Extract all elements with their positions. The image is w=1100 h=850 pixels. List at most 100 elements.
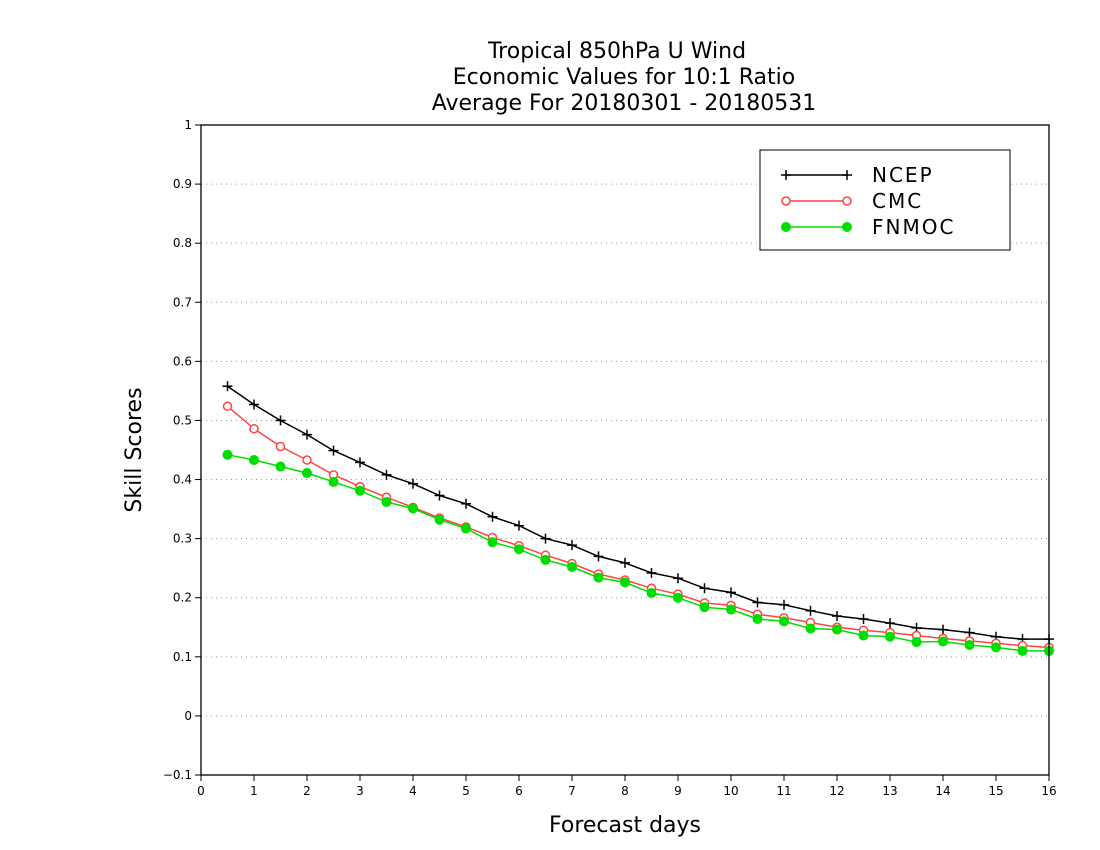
x-tick-label: 3: [356, 784, 364, 798]
x-tick-label: 4: [409, 784, 417, 798]
x-tick-label: 2: [303, 784, 311, 798]
legend-entry-fnmoc: FNMOC: [781, 215, 953, 239]
y-axis-label: Skill Scores: [122, 387, 147, 512]
legend-marker: [781, 196, 791, 206]
chart-title-line-2: Economic Values for 10:1 Ratio: [453, 65, 795, 90]
series-cmc: [222, 401, 1054, 653]
data-point-fnmoc: [275, 461, 286, 472]
legend-marker: [842, 196, 852, 206]
data-point-ncep: [408, 478, 418, 489]
data-point-fnmoc: [461, 523, 471, 534]
y-tick-label: 0.4: [173, 473, 192, 487]
x-axis-label: Forecast days: [549, 813, 701, 838]
x-axis-ticks: 0 1 2 3 4 5 6 7 8 9 10 11 12 13 14 15 16: [197, 775, 1057, 798]
data-point-fnmoc: [540, 554, 551, 565]
series-ncep: [222, 381, 1054, 645]
data-point-ncep: [964, 627, 975, 638]
legend-entry-ncep: NCEP: [781, 163, 934, 187]
data-point-fnmoc: [249, 455, 259, 466]
data-point-fnmoc: [355, 485, 365, 496]
chart-title-line-1: Tropical 850hPa U Wind: [487, 39, 746, 64]
data-point-ncep: [620, 557, 630, 568]
series-line-fnmoc: [227, 453, 1049, 652]
legend-label: NCEP: [872, 163, 934, 187]
data-point-fnmoc: [514, 544, 524, 555]
series-fnmoc: [222, 449, 1054, 656]
x-tick-label: 12: [829, 784, 844, 798]
x-tick-label: 11: [776, 784, 791, 798]
data-point-ncep: [275, 415, 286, 426]
data-point-cmc: [302, 455, 312, 465]
legend-marker: [781, 170, 791, 180]
data-point-cmc: [222, 401, 233, 412]
y-axis-ticks: −0.1 0 0.1 0.2 0.3 0.4 0.5 0.6 0.7 0.8 0.9 1: [163, 118, 201, 782]
data-point-ncep: [355, 457, 365, 468]
plot-frame: [200, 124, 1050, 776]
data-point-cmc: [249, 423, 259, 434]
data-point-fnmoc: [620, 577, 630, 588]
y-tick-label: 0.2: [173, 591, 192, 605]
legend-marker: [842, 222, 852, 232]
chart-title: Tropical 850hPa U Wind Economic Values f…: [432, 39, 817, 116]
data-point-ncep: [885, 618, 895, 629]
data-point-ncep: [805, 605, 816, 616]
data-point-ncep: [328, 445, 339, 456]
data-point-fnmoc: [964, 640, 975, 650]
data-point-ncep: [858, 614, 869, 624]
legend-entry-cmc: CMC: [781, 189, 921, 213]
y-tick-label: 0.3: [173, 532, 192, 546]
data-point-fnmoc: [911, 637, 922, 648]
data-point-ncep: [593, 551, 604, 562]
legend-marker: [842, 170, 852, 180]
x-tick-label: 13: [882, 784, 897, 798]
y-tick-label: 0.7: [173, 295, 192, 309]
data-point-fnmoc: [222, 449, 233, 460]
data-point-fnmoc: [885, 631, 895, 642]
data-point-cmc: [275, 441, 286, 452]
data-point-ncep: [726, 587, 736, 598]
data-point-fnmoc: [699, 602, 710, 613]
data-point-ncep: [567, 540, 577, 551]
x-tick-label: 9: [674, 784, 682, 798]
data-point-fnmoc: [673, 592, 683, 603]
y-tick-label: 0.1: [173, 650, 192, 664]
y-tick-label: 0.5: [173, 413, 192, 427]
legend-box: [759, 149, 1011, 251]
y-tick-label: 1: [184, 118, 192, 132]
data-point-ncep: [779, 599, 789, 610]
data-point-ncep: [249, 399, 259, 410]
data-point-ncep: [461, 498, 471, 509]
data-point-ncep: [222, 381, 233, 392]
data-point-fnmoc: [593, 572, 604, 583]
x-tick-label: 16: [1041, 784, 1056, 798]
series-line-cmc: [227, 405, 1050, 649]
x-tick-label: 8: [621, 784, 629, 798]
data-point-fnmoc: [487, 537, 498, 548]
y-tick-label: −0.1: [163, 768, 192, 782]
data-point-ncep: [381, 469, 392, 480]
data-point-fnmoc: [434, 514, 445, 525]
data-point-fnmoc: [805, 623, 816, 634]
data-point-fnmoc: [381, 497, 392, 507]
x-tick-label: 1: [250, 784, 258, 798]
data-point-fnmoc: [646, 588, 657, 598]
x-tick-label: 6: [515, 784, 523, 798]
data-point-fnmoc: [938, 636, 948, 647]
y-tick-label: 0.6: [173, 354, 192, 368]
x-tick-label: 7: [568, 784, 576, 798]
data-point-ncep: [487, 511, 498, 522]
data-point-ncep: [514, 520, 524, 531]
data-point-ncep: [434, 490, 445, 501]
chart-title-line-3: Average For 20180301 - 20180531: [432, 91, 817, 116]
x-tick-label: 0: [197, 784, 205, 798]
data-point-fnmoc: [858, 630, 869, 641]
x-tick-label: 15: [988, 784, 1003, 798]
y-tick-label: 0: [184, 709, 192, 723]
data-point-fnmoc: [408, 503, 418, 514]
data-point-ncep: [752, 597, 763, 608]
x-tick-label: 14: [935, 784, 950, 798]
data-series: [222, 381, 1054, 656]
data-point-ncep: [832, 611, 842, 622]
